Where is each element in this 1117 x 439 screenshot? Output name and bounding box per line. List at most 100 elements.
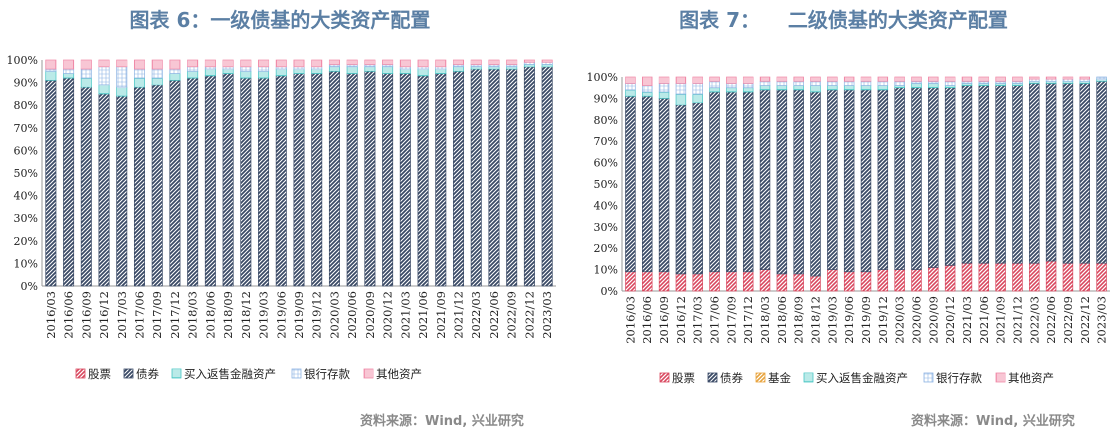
bar-repo-2018-03: [759, 85, 771, 91]
bar-other-2019-09: [293, 59, 305, 68]
bar-bond-2022-12: [1079, 83, 1090, 264]
bar-bond-2020-09: [364, 70, 376, 287]
bar-stock-2020-03: [894, 269, 905, 292]
bar-stock-2019-06: [843, 271, 855, 292]
y-tick-label: 40%: [14, 190, 38, 203]
x-tick-label: 2020/06: [909, 296, 923, 344]
bar-deposit-2017-06: [133, 68, 145, 79]
bar-repo-2018-09: [793, 85, 804, 91]
bar-repo-2019-06: [275, 68, 287, 77]
bar-other-2018-09: [793, 76, 804, 82]
bar-repo-2016-06: [642, 91, 653, 97]
bar-repo-2020-12: [382, 66, 394, 74]
x-tick-label: 2022/09: [505, 291, 519, 339]
x-tick-label: 2021/12: [452, 291, 466, 339]
bar-bond-2017-12: [169, 79, 181, 287]
y-tick-label: 0%: [601, 285, 618, 298]
bar-bond-2019-06: [843, 89, 855, 273]
bar-repo-2019-03: [258, 70, 270, 79]
bar-bond-2022-06: [488, 68, 500, 287]
x-tick-label: 2018/06: [775, 296, 789, 344]
legend-swatch-repo: [803, 372, 814, 383]
bar-bond-2018-03: [759, 89, 771, 270]
bar-bond-2019-03: [827, 89, 838, 270]
bar-other-2016-09: [80, 59, 92, 70]
bar-deposit-2019-03: [258, 66, 270, 72]
bar-repo-2018-06: [776, 85, 788, 91]
bar-deposit-2018-06: [776, 80, 788, 86]
bar-deposit-2018-12: [240, 66, 252, 72]
bar-stock-2017-06: [709, 271, 720, 292]
bar-deposit-2016-12: [675, 83, 687, 95]
bar-repo-2021-12: [453, 66, 465, 72]
bar-other-2016-06: [642, 76, 653, 86]
bar-other-2020-12: [944, 76, 956, 82]
bar-stock-2019-09: [860, 271, 872, 292]
bar-deposit-2019-12: [877, 80, 889, 86]
bar-repo-2019-03: [827, 85, 838, 91]
bar-bond-2018-12: [240, 77, 252, 287]
bar-other-2017-03: [692, 76, 703, 84]
bar-stock-2019-12: [877, 269, 889, 292]
bar-repo-2016-12: [98, 84, 110, 95]
x-tick-label: 2022/06: [1044, 296, 1058, 344]
bar-other-2022-03: [1029, 76, 1040, 80]
x-tick-label: 2020/09: [363, 291, 377, 339]
bar-stock-2022-03: [1029, 262, 1040, 292]
bar-bond-2016-06: [63, 77, 75, 287]
bar-bond-2021-12: [1012, 85, 1023, 264]
bar-bond-2021-03: [399, 73, 411, 287]
x-tick-label: 2022/12: [1078, 296, 1092, 344]
x-tick-label: 2018/09: [221, 291, 235, 339]
y-tick-label: 30%: [14, 212, 38, 225]
chart-title-left: 图表 6：一级债基的大类资产配置: [129, 8, 431, 32]
x-tick-label: 2022/03: [1027, 296, 1041, 344]
bar-bond-2018-12: [810, 91, 821, 277]
bar-bond-2020-06: [911, 87, 922, 270]
x-tick-label: 2019/09: [292, 291, 306, 339]
y-tick-label: 70%: [14, 122, 38, 135]
y-tick-label: 60%: [14, 144, 38, 157]
bar-repo-2021-06: [417, 68, 429, 77]
bar-bond-2017-06: [709, 91, 720, 273]
x-tick-label: 2021/03: [960, 296, 974, 344]
bar-other-2017-09: [726, 76, 737, 84]
bar-other-2020-06: [911, 76, 922, 82]
bar-other-2021-12: [1012, 76, 1023, 82]
bar-bond-2019-12: [311, 73, 323, 287]
bar-other-2016-12: [98, 59, 110, 68]
bar-bond-2016-03: [45, 79, 57, 287]
bar-other-2021-09: [435, 59, 447, 68]
bar-bond-2022-03: [1029, 83, 1040, 264]
bar-other-2022-06: [1045, 76, 1057, 80]
bar-chart-left: 0% 10% 20% 30% 40% 50% 60% 70% 80% 90% 100% 2016/03…: [7, 54, 556, 381]
bar-bond-2017-03: [116, 95, 128, 287]
y-tick-label: 10%: [14, 257, 38, 270]
bar-deposit-2016-12: [98, 66, 110, 86]
bar-bond-2021-06: [417, 75, 429, 287]
y-tick-label: 90%: [14, 77, 38, 90]
bar-deposit-2017-09: [151, 68, 163, 79]
bar-deposit-2019-03: [827, 80, 838, 86]
x-tick-label: 2021/06: [416, 291, 430, 339]
bar-bond-2021-12: [453, 70, 465, 287]
bar-bond-2016-03: [625, 95, 636, 273]
bar-repo-2017-12: [169, 73, 181, 81]
bar-other-2021-06: [978, 76, 990, 82]
x-tick-label: 2022/06: [487, 291, 501, 339]
x-tick-label: 2021/03: [398, 291, 412, 339]
bar-other-2022-09: [1062, 76, 1074, 80]
bar-other-2020-09: [364, 59, 376, 65]
bar-stock-2020-06: [911, 269, 922, 292]
bar-other-2021-03: [961, 76, 973, 82]
bar-bond-2023-03: [541, 66, 553, 287]
bar-other-2016-03: [45, 59, 57, 70]
y-tick-label: 40%: [594, 199, 618, 212]
bar-stock-2018-12: [810, 275, 821, 292]
x-tick-label: 2019/06: [274, 291, 288, 339]
x-tick-label: 2016/03: [44, 291, 58, 339]
bar-other-2017-06: [709, 76, 720, 82]
bar-deposit-2016-09: [658, 83, 670, 93]
x-tick-label: 2022/09: [1061, 296, 1075, 344]
x-tick-label: 2018/09: [792, 296, 806, 344]
